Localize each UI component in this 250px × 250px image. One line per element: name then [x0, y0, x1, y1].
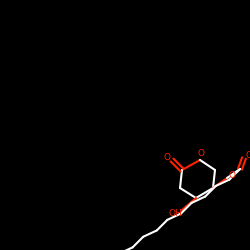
Text: O: O [246, 150, 250, 160]
Text: OH: OH [168, 210, 182, 218]
Text: O: O [198, 148, 204, 158]
Text: O: O [164, 152, 170, 162]
Text: O: O [228, 170, 235, 179]
